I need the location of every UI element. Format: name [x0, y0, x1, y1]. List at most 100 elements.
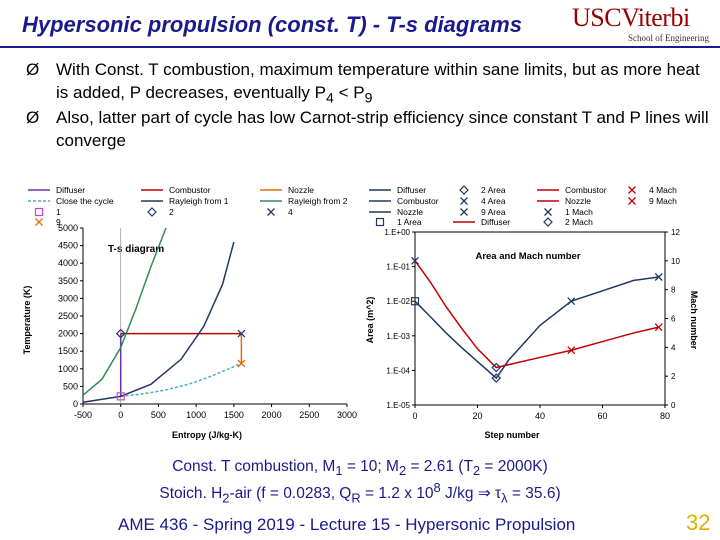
am-legend-label-3: 1 Area — [397, 217, 422, 227]
am-point-1-area — [410, 297, 420, 306]
ts-y-tick-label-6: 3000 — [58, 293, 78, 303]
am-y-tick-label-4: 1.E-01 — [386, 263, 410, 272]
ts-x-tick-label-5: 2000 — [262, 410, 282, 420]
am-legend-label-8: Combustor — [565, 185, 607, 195]
ts-legend-label-4: Rayleigh from 1 — [169, 196, 229, 206]
am-legend-marker-12 — [628, 186, 636, 194]
ts-x-tick-label-7: 3000 — [337, 410, 357, 420]
am-legend-label-4: 2 Area — [481, 185, 506, 195]
ts-legend-label-3: Close the cycle — [56, 196, 114, 206]
ts-plot-area — [82, 227, 246, 403]
ts-y-axis-label: Temperature (K) — [22, 286, 32, 355]
am-legend-label-12: 4 Mach — [649, 185, 677, 195]
ts-legend-label-8: 4 — [288, 207, 293, 217]
ts-diagram-chart: Diffuser Combustor Nozzle Close the cycle Ra… — [22, 185, 357, 440]
ts-y-tick-label-1: 500 — [63, 381, 78, 391]
caption-stoichiometry: Stoich. H2-air (f = 0.0283, QR = 1.2 x 1… — [159, 480, 561, 506]
am-point-4-mach — [567, 346, 576, 355]
am-x-axis-label: Step number — [484, 430, 540, 440]
am-y-tick-label-1: 1.E-04 — [386, 366, 410, 375]
ts-legend-label-0: Diffuser — [56, 185, 85, 195]
title-divider — [0, 46, 720, 48]
am-x-tick-label-0: 0 — [412, 411, 417, 421]
ts-y-tick-label-0: 0 — [73, 399, 78, 409]
ts-x-tick-label-6: 2500 — [299, 410, 319, 420]
ts-legend-marker-8 — [267, 208, 275, 216]
ts-legend-label-5: Rayleigh from 2 — [288, 196, 348, 206]
ts-axes: -500 0 500 1000 1500 2000 2500 3000050010001500… — [58, 223, 357, 420]
ts-y-tick-label-9: 4500 — [58, 241, 78, 251]
am-legend-marker-3 — [375, 217, 385, 227]
ts-point-4 — [237, 329, 246, 338]
am-legend-marker-13 — [628, 197, 636, 205]
am-y2-tick-label-5: 10 — [671, 257, 680, 266]
ts-y-tick-label-8: 4000 — [58, 258, 78, 268]
am-x-tick-label-2: 40 — [535, 411, 545, 421]
am-y2-tick-label-2: 4 — [671, 343, 676, 352]
ts-series-rayleigh-from-2 — [82, 227, 167, 396]
ts-legend-label-6: 1 — [56, 207, 61, 217]
university-logo-subtitle: School of Engineering — [628, 33, 709, 43]
bullet-2-text: Also, latter part of cycle has low Carno… — [56, 108, 709, 150]
ts-legend: Diffuser Combustor Nozzle Close the cycle Ra… — [28, 185, 348, 227]
university-logo: USCViterbi — [572, 3, 690, 32]
ts-x-tick-label-0: -500 — [74, 410, 92, 420]
footer-text: AME 436 - Spring 2019 - Lecture 15 - Hyp… — [118, 515, 576, 534]
am-legend-label-1: Combustor — [397, 196, 439, 206]
ts-legend-marker-9 — [35, 218, 43, 226]
am-axes: 0 20 40 60 801.E-051.E-041.E-031.E-021.E-011… — [384, 228, 680, 421]
am-point-1-mach — [411, 256, 419, 265]
bullet-arrow-icon: Ø — [26, 108, 40, 127]
am-legend-label-7: Diffuser — [481, 217, 510, 227]
am-y2-axis-label: Mach number — [689, 291, 699, 350]
ts-y-tick-label-10: 5000 — [58, 223, 78, 233]
ts-legend-label-1: Combustor — [169, 185, 211, 195]
ts-x-tick-label-2: 500 — [151, 410, 166, 420]
page-number: 32 — [686, 510, 711, 535]
ts-y-tick-label-2: 1000 — [58, 364, 78, 374]
am-y2-tick-label-4: 8 — [671, 286, 676, 295]
ts-y-tick-label-4: 2000 — [58, 329, 78, 339]
ts-x-axis-label: Entropy (J/kg-K) — [172, 430, 242, 440]
ts-y-tick-label-5: 2500 — [58, 311, 78, 321]
ts-legend-marker-7 — [147, 207, 157, 217]
am-legend-label-6: 9 Area — [481, 207, 506, 217]
ts-legend-label-2: Nozzle — [288, 185, 314, 195]
am-legend-label-0: Diffuser — [397, 185, 426, 195]
am-chart-title: Area and Mach number — [475, 251, 580, 262]
bullet-1-text: With Const. T combustion, maximum temper… — [56, 60, 700, 107]
ts-point-9 — [237, 359, 246, 368]
slide-title: Hypersonic propulsion (const. T) - T-s d… — [22, 12, 522, 37]
ts-chart-title: T-s diagram — [108, 244, 164, 255]
am-legend-label-13: 9 Mach — [649, 196, 677, 206]
am-point-9-mach — [654, 323, 663, 332]
am-legend-label-11: 2 Mach — [565, 217, 593, 227]
ts-point-1 — [116, 392, 125, 401]
bullet-arrow-icon: Ø — [26, 60, 40, 79]
am-x-tick-label-3: 60 — [597, 411, 607, 421]
am-legend-marker-5 — [460, 197, 468, 205]
am-y-tick-label-0: 1.E-05 — [386, 401, 410, 410]
ts-legend-label-7: 2 — [169, 207, 174, 217]
am-point-2-mach — [491, 362, 502, 373]
am-legend-marker-10 — [544, 208, 552, 216]
am-y2-tick-label-3: 6 — [671, 315, 676, 324]
am-legend-marker-4 — [459, 185, 469, 195]
am-x-tick-label-1: 20 — [472, 411, 482, 421]
ts-legend-marker-6 — [34, 207, 44, 217]
am-legend-label-9: Nozzle — [565, 196, 591, 206]
am-series-area — [414, 276, 659, 380]
am-y2-tick-label-6: 12 — [671, 228, 680, 237]
am-y-tick-label-5: 1.E+00 — [384, 228, 410, 237]
am-y-tick-label-3: 1.E-02 — [386, 297, 410, 306]
am-legend-label-2: Nozzle — [397, 207, 423, 217]
am-y2-tick-label-0: 0 — [671, 401, 676, 410]
am-series-mach — [414, 260, 659, 369]
ts-series-close-the-cycle — [120, 362, 242, 398]
am-point-2-area — [491, 373, 502, 383]
ts-x-tick-label-3: 1000 — [186, 410, 206, 420]
am-x-tick-label-4: 80 — [660, 411, 670, 421]
ts-series-rayleigh-from-1 — [82, 241, 235, 403]
